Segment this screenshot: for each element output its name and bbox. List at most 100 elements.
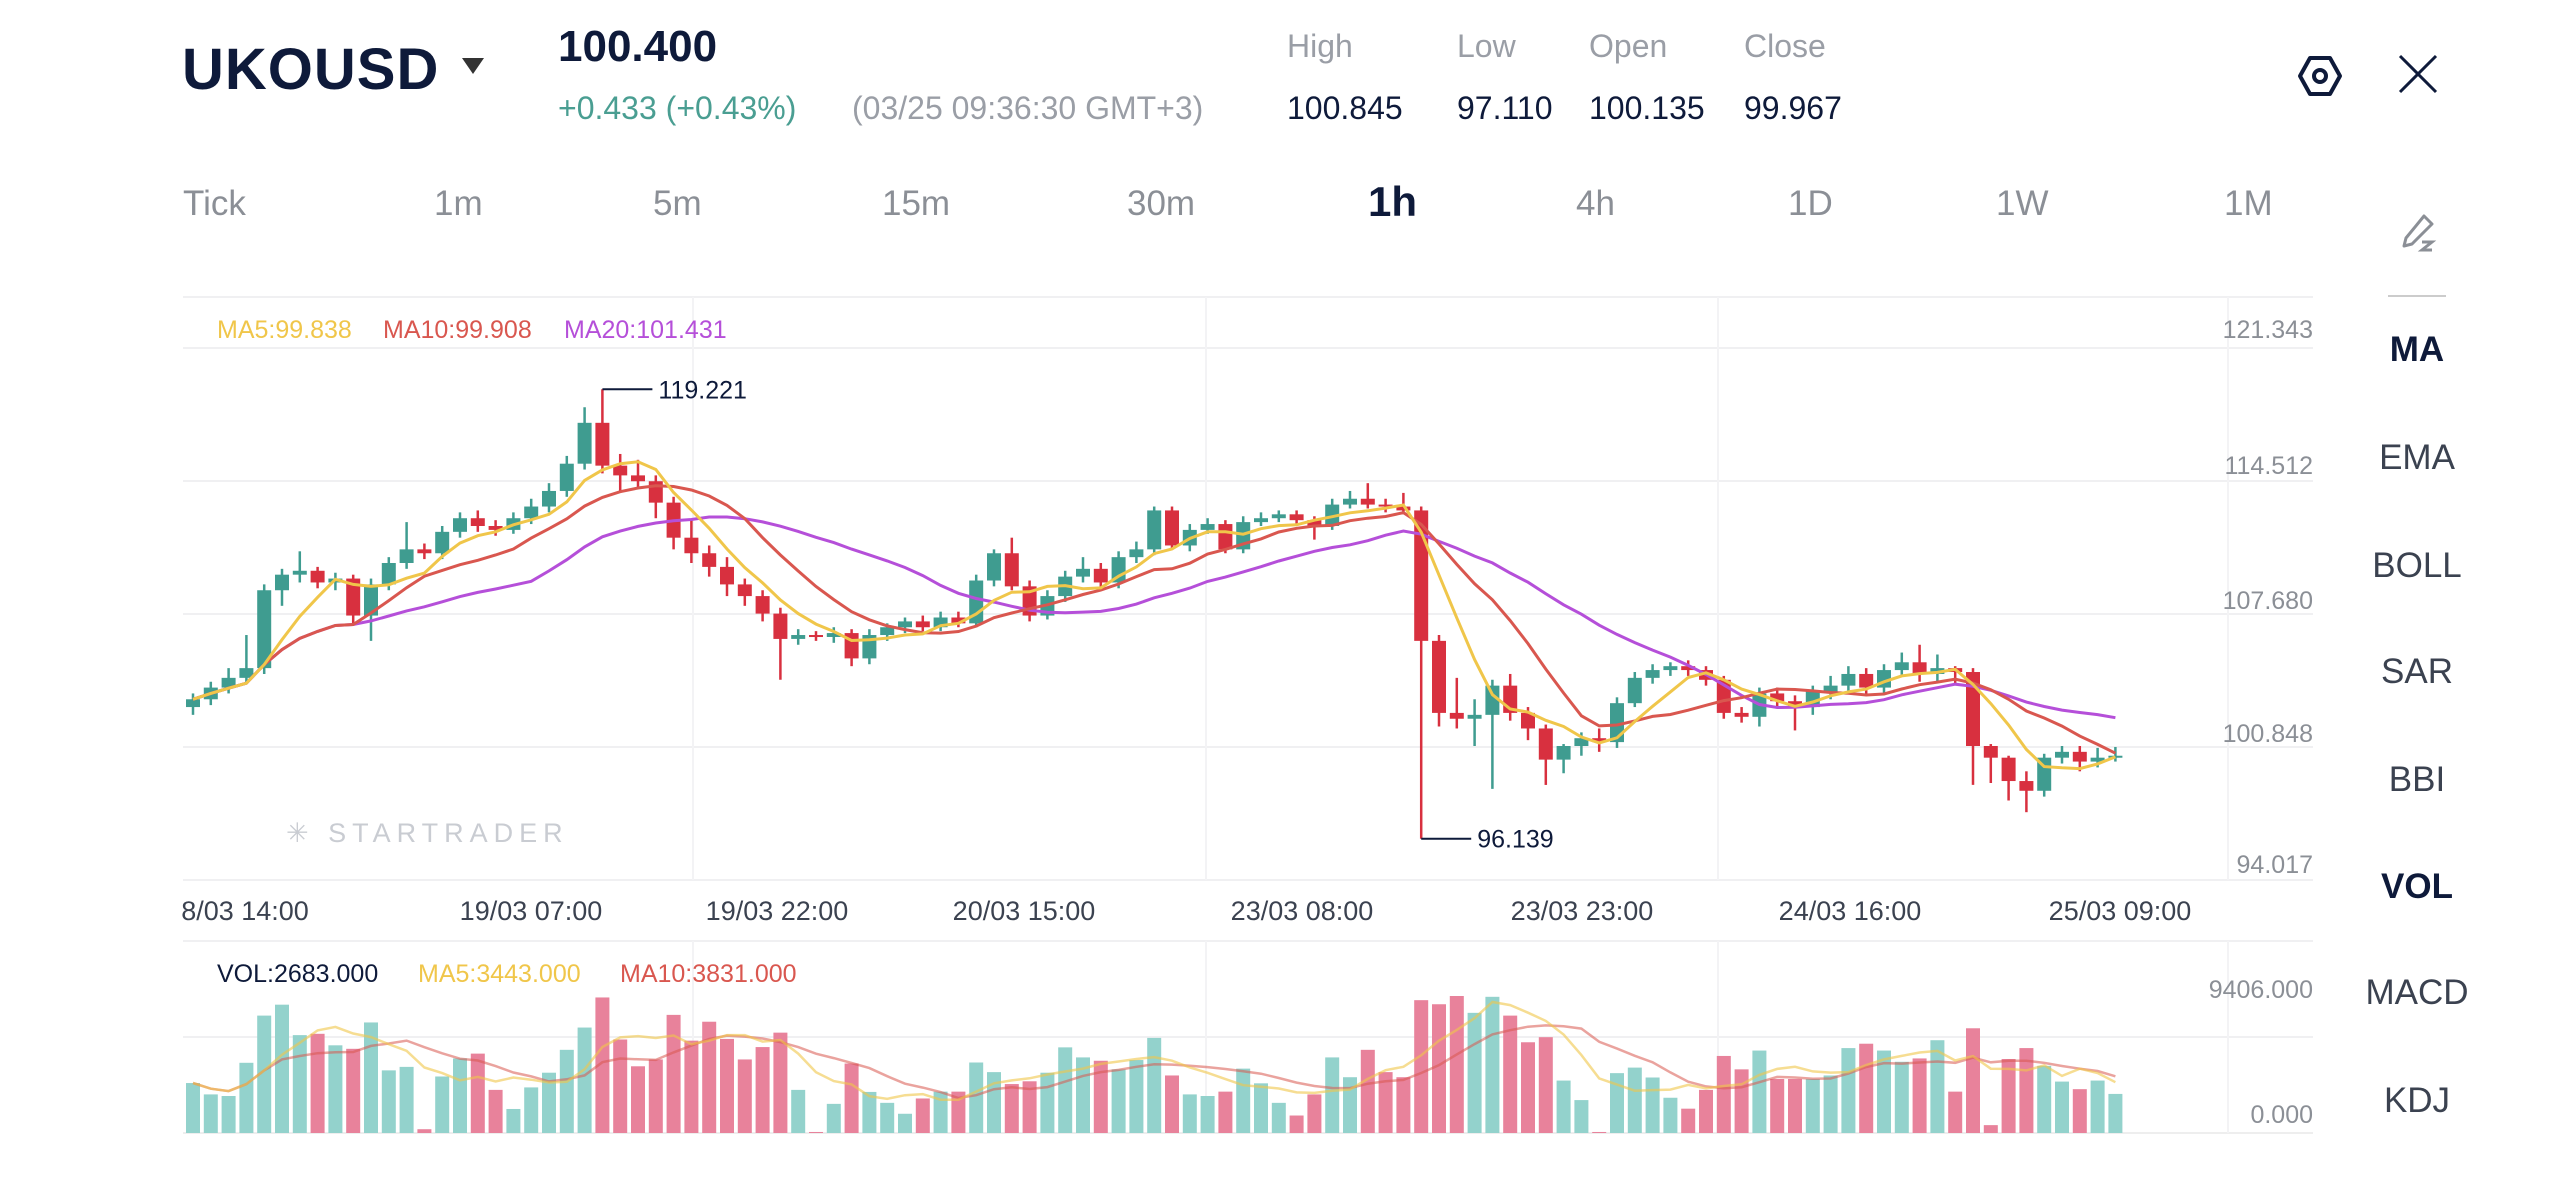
- candle-body: [702, 553, 717, 567]
- candle-body: [595, 422, 610, 466]
- ma20-legend: MA20:101.431: [564, 316, 727, 344]
- y-tick-label: 114.512: [2224, 452, 2313, 480]
- vol-min-label: 0.000: [2250, 1101, 2313, 1129]
- tab-5m[interactable]: 5m: [653, 184, 702, 223]
- candle-body: [1912, 662, 1927, 674]
- min-marker-label: 96.139: [1477, 826, 1553, 854]
- candle-body: [1734, 712, 1749, 717]
- candle-body: [1378, 504, 1393, 507]
- volume-bar: [809, 1131, 823, 1133]
- indicator-vol[interactable]: VOL: [2381, 867, 2453, 906]
- watermark-text: STARTRADER: [328, 818, 569, 848]
- drawing-pencil-icon[interactable]: [2398, 212, 2438, 254]
- tab-4h[interactable]: 4h: [1576, 184, 1615, 223]
- candle-body: [1343, 498, 1357, 505]
- volume-bar: [1841, 1048, 1856, 1133]
- tab-1mo[interactable]: 1M: [2224, 184, 2273, 223]
- volume-bar: [435, 1076, 450, 1133]
- y-tick-label: 107.680: [2222, 587, 2313, 615]
- volume-ma10-line: [192, 1024, 2116, 1100]
- indicator-sar[interactable]: SAR: [2381, 652, 2453, 691]
- volume-bar: [844, 1063, 859, 1133]
- tab-1m[interactable]: 1m: [434, 184, 483, 223]
- volume-bar: [915, 1098, 930, 1133]
- caret-down-icon[interactable]: [462, 58, 484, 74]
- tab-1h[interactable]: 1h: [1368, 178, 1418, 225]
- tab-30m[interactable]: 30m: [1127, 184, 1196, 223]
- indicator-kdj[interactable]: KDJ: [2383, 1081, 2451, 1120]
- close-icon[interactable]: [2394, 50, 2442, 98]
- volume-bar: [577, 1027, 592, 1133]
- tab-1w[interactable]: 1W: [1996, 184, 2049, 223]
- volume-bar: [666, 1014, 681, 1133]
- candle-body: [1093, 568, 1108, 583]
- volume-bar: [1343, 1077, 1357, 1133]
- volume-bar: [1716, 1055, 1731, 1133]
- volume-bar: [1307, 1094, 1322, 1133]
- symbol-selector[interactable]: UKOUSD: [182, 37, 440, 102]
- candle-body: [239, 668, 254, 678]
- quote-timestamp: (03/25 09:36:30 GMT+3): [852, 90, 1204, 126]
- volume-bar: [559, 1049, 574, 1133]
- volume-bar: [1894, 1061, 1909, 1133]
- candle-body: [933, 617, 948, 628]
- candle-body: [346, 578, 361, 616]
- tab-15m[interactable]: 15m: [882, 184, 951, 223]
- volume-bar: [951, 1091, 966, 1133]
- candle-body: [1449, 712, 1464, 719]
- candle-body: [577, 422, 592, 464]
- indicator-bbi[interactable]: BBI: [2388, 760, 2446, 799]
- volume-bar: [1521, 1042, 1535, 1133]
- volume-bar: [1271, 1102, 1286, 1133]
- volume-bar: [524, 1087, 539, 1133]
- volume-bar: [542, 1072, 556, 1133]
- indicator-ema[interactable]: EMA: [2379, 438, 2455, 477]
- candle-body: [791, 635, 806, 639]
- candle-body: [1574, 738, 1589, 746]
- volume-bar: [631, 1066, 645, 1133]
- close-value: 99.967: [1744, 90, 1842, 126]
- indicator-boll[interactable]: BOLL: [2372, 546, 2462, 585]
- volume-bar: [1930, 1040, 1945, 1133]
- max-marker-label: 119.221: [658, 376, 747, 404]
- indicator-ma[interactable]: MA: [2389, 330, 2445, 369]
- volume-bar: [791, 1089, 806, 1133]
- volume-bar: [1432, 1004, 1446, 1133]
- candle-body: [2108, 755, 2123, 758]
- candle-body: [809, 635, 823, 638]
- x-tick-label: 19/03 07:00: [459, 896, 603, 926]
- candle-body: [1307, 520, 1322, 527]
- tab-1d[interactable]: 1D: [1788, 184, 1833, 223]
- settings-icon[interactable]: [2296, 52, 2344, 100]
- candle-body: [951, 617, 966, 624]
- volume-bar: [684, 1040, 699, 1133]
- volume-bar: [773, 1032, 788, 1133]
- volume-bar: [933, 1091, 948, 1133]
- candle-body: [987, 553, 1001, 581]
- volume-bar: [2072, 1089, 2087, 1133]
- volume-bar: [1592, 1131, 1607, 1133]
- price-change: +0.433 (+0.43%): [558, 90, 797, 126]
- ma10-legend: MA10:99.908: [383, 316, 532, 344]
- candle-body: [1592, 738, 1607, 743]
- volume-bar: [898, 1113, 912, 1133]
- candle-body: [1004, 553, 1019, 587]
- x-tick-label: 8/03 14:00: [181, 896, 309, 926]
- tab-tick[interactable]: Tick: [183, 184, 246, 223]
- indicator-macd[interactable]: MACD: [2365, 973, 2469, 1012]
- candle-body: [435, 531, 450, 554]
- volume-bar: [595, 997, 610, 1133]
- candle-body: [2001, 757, 2016, 782]
- vol-max-label: 9406.000: [2208, 976, 2313, 1004]
- star-logo-icon: ✳: [286, 818, 329, 848]
- candle-body: [880, 627, 895, 636]
- x-tick-label: 20/03 15:00: [952, 896, 1096, 926]
- candle-body: [1663, 666, 1678, 671]
- volume-bar: [488, 1089, 503, 1133]
- candle-body: [1360, 498, 1375, 505]
- volume-bar: [1414, 1000, 1429, 1133]
- x-tick-label: 23/03 23:00: [1510, 896, 1654, 926]
- ma5-legend: MA5:99.838: [217, 316, 352, 344]
- volume-bar: [1699, 1089, 1713, 1133]
